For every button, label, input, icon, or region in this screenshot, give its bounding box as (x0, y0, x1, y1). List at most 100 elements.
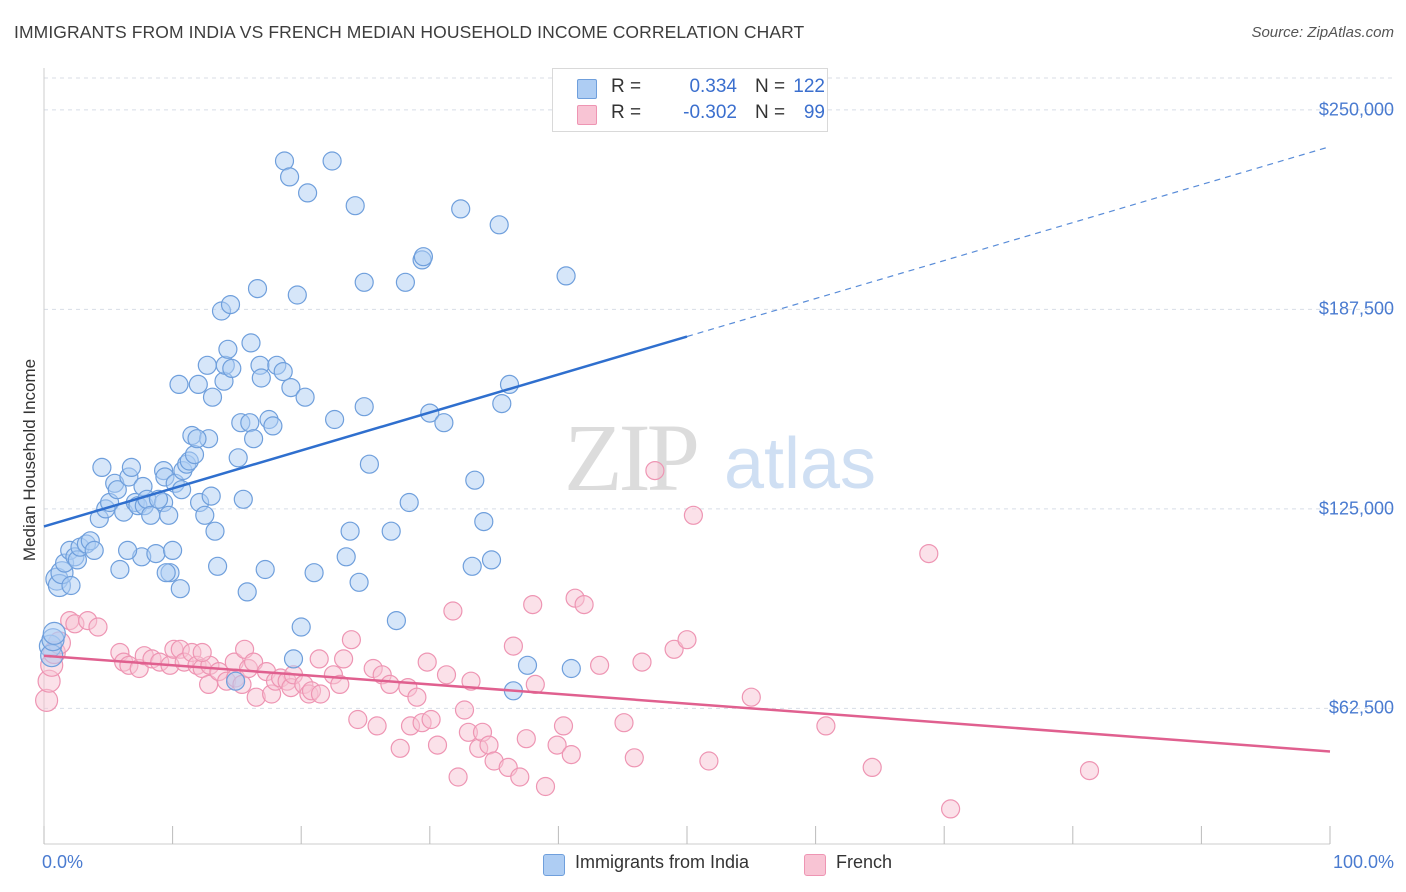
india-r-label: R = (611, 76, 642, 97)
french-point (632, 652, 652, 672)
india-legend-swatch (543, 854, 565, 876)
india-point (195, 505, 215, 525)
india-point (298, 183, 318, 203)
french-point (390, 738, 410, 758)
french-point (417, 652, 437, 672)
india-point (159, 505, 179, 525)
india-point (489, 215, 509, 235)
india-point (197, 355, 217, 375)
india-point (110, 559, 130, 580)
india-series (38, 151, 581, 701)
french-point (547, 735, 567, 755)
india-point (205, 521, 225, 541)
french-point (645, 461, 665, 481)
french-point (461, 671, 481, 691)
india-point (345, 196, 365, 216)
india-point (517, 655, 538, 675)
india-point (240, 413, 260, 433)
india-point (280, 167, 300, 187)
india-point (61, 575, 81, 596)
french-point (589, 655, 610, 675)
french-point (683, 505, 704, 525)
french-n-label: N = (755, 102, 786, 123)
french-r-label: R = (611, 102, 642, 123)
india-point (233, 489, 253, 509)
french-point (574, 594, 594, 615)
french-point (330, 674, 350, 695)
french-point (367, 716, 387, 736)
y-tick-label: $187,500 (1318, 298, 1394, 319)
x-tick-max: 100.0% (1332, 852, 1394, 872)
india-point (237, 582, 257, 602)
india-trend-extension (686, 146, 1331, 338)
french-point (334, 649, 354, 669)
french-point (940, 799, 961, 819)
french-point (816, 716, 836, 736)
india-point (184, 445, 205, 465)
india-point (255, 559, 275, 580)
french-point (407, 687, 427, 707)
y-tick-label: $125,000 (1318, 498, 1394, 519)
india-point (222, 358, 242, 378)
french-series (34, 461, 1100, 819)
trend-lines (43, 146, 1331, 753)
correlation-legend: R = 0.334 N = 122 R = -0.302 N = 99 (552, 68, 828, 132)
french-point (699, 751, 719, 771)
india-point (336, 547, 356, 567)
india-point (121, 457, 141, 477)
watermark-atlas: atlas (724, 424, 876, 504)
india-point (434, 413, 454, 433)
india-point (263, 416, 283, 436)
india-point (381, 521, 401, 541)
x-tick-min: 0.0% (42, 852, 84, 872)
india-point (359, 454, 379, 474)
french-point (421, 709, 441, 730)
india-point (187, 429, 207, 449)
french-trend-line (43, 654, 1331, 753)
india-trend-line (43, 335, 688, 528)
french-point (614, 713, 634, 733)
grid-lines (44, 77, 1394, 709)
india-n-value: 122 (793, 76, 825, 97)
series-legend: Immigrants from India French (0, 852, 1406, 878)
french-point (427, 735, 448, 755)
india-point (273, 362, 293, 382)
french-legend-label: French (836, 852, 893, 872)
french-point (561, 744, 581, 765)
axes (43, 68, 1331, 845)
french-point (677, 630, 697, 650)
chart-title: IMMIGRANTS FROM INDIA VS FRENCH MEDIAN H… (14, 22, 805, 42)
watermark-zip: ZIP (564, 404, 697, 511)
french-point (380, 674, 400, 695)
french-point (510, 767, 530, 787)
india-point (322, 151, 342, 171)
french-point (862, 757, 882, 778)
india-point (462, 556, 482, 576)
india-point (386, 610, 406, 631)
french-n-value: 99 (803, 102, 825, 123)
india-point (492, 394, 512, 414)
french-point (523, 594, 543, 615)
india-point (354, 397, 374, 417)
india-point (84, 540, 104, 561)
french-point (348, 709, 368, 730)
french-point (535, 776, 556, 797)
french-point (479, 735, 499, 755)
india-point (287, 285, 307, 305)
india-point (201, 486, 221, 506)
zipatlas-watermark: ZIP atlas (564, 404, 876, 511)
india-point (474, 511, 494, 532)
french-legend-swatch (804, 854, 826, 876)
french-point (919, 543, 939, 564)
india-point (228, 448, 248, 468)
india-r-value: 0.334 (689, 76, 737, 97)
india-point (226, 671, 246, 691)
india-point (395, 272, 415, 292)
india-point (325, 409, 345, 430)
india-point (354, 272, 374, 292)
india-point (170, 579, 190, 599)
india-point (291, 617, 311, 637)
india-point (156, 563, 176, 583)
india-point (202, 387, 223, 407)
french-point (664, 639, 684, 659)
